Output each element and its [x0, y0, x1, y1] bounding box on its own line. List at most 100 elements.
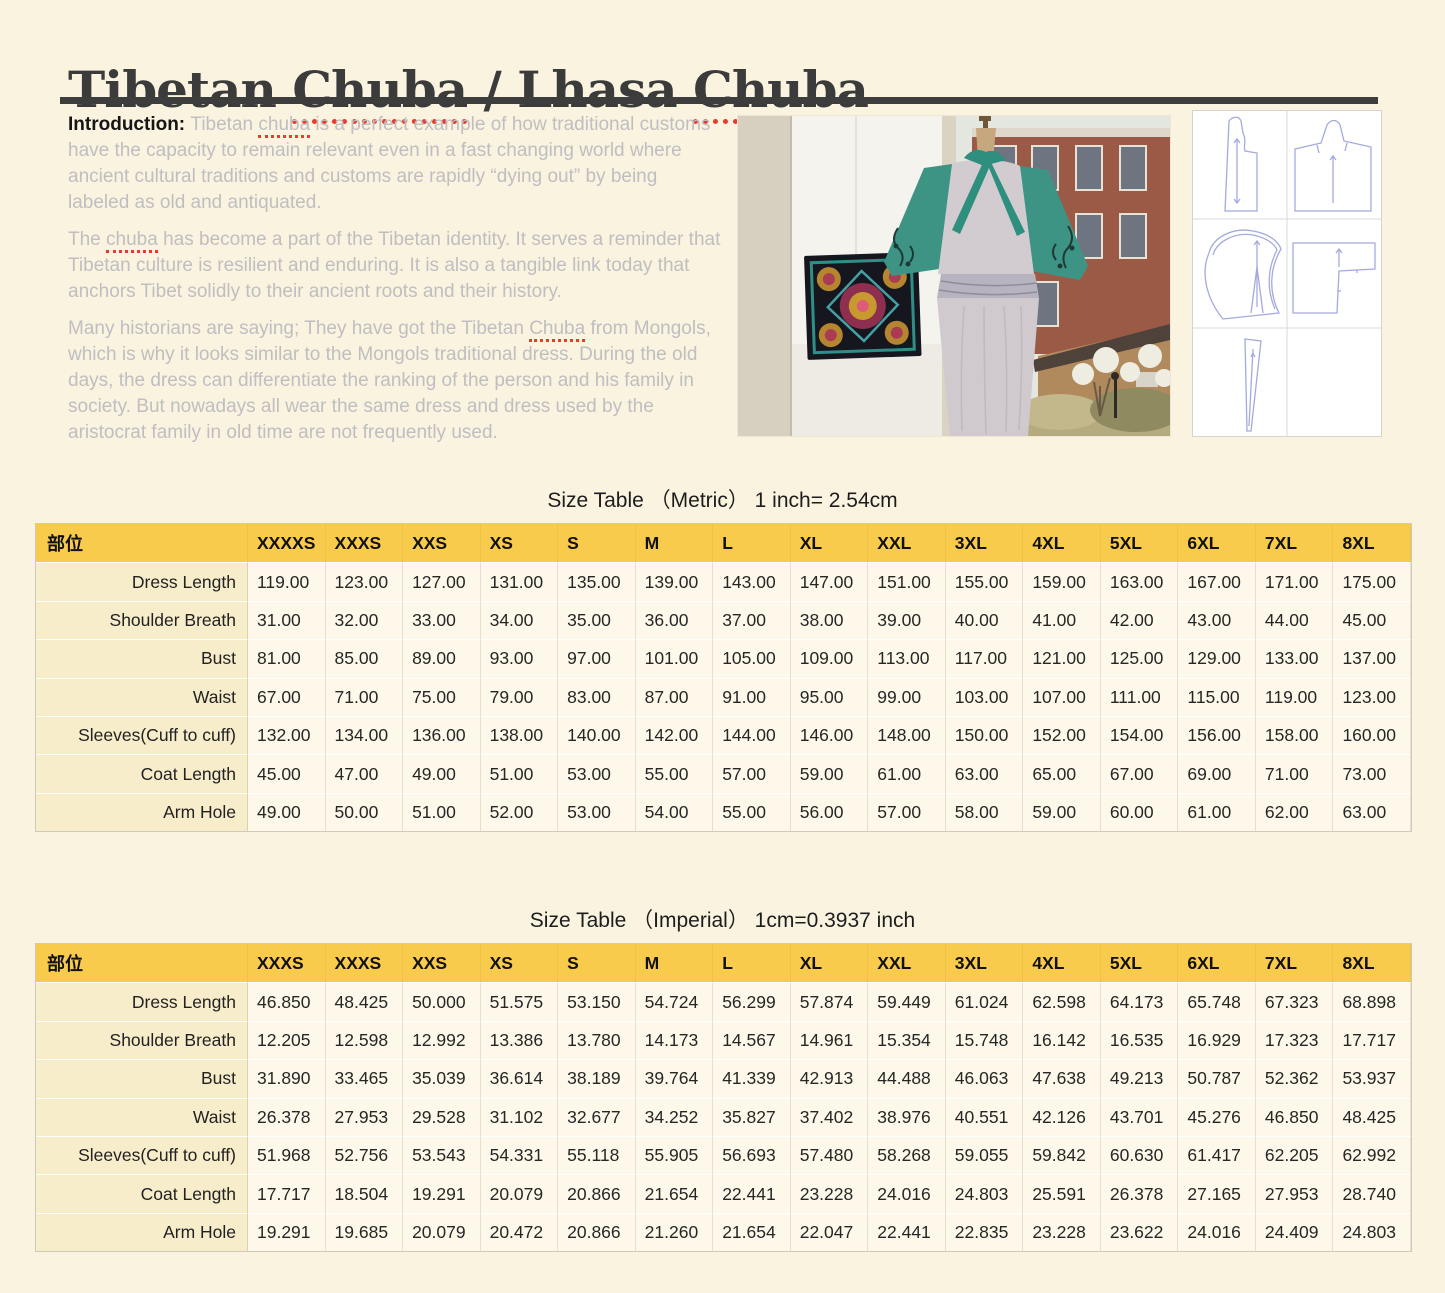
introduction-section: Introduction: Tibetan chuba is a perfect… [68, 112, 722, 457]
measurement-value: 42.126 [1023, 1097, 1101, 1136]
measurement-value: 32.677 [558, 1097, 636, 1136]
measurement-value: 53.543 [403, 1135, 481, 1175]
measurement-value: 65.748 [1178, 982, 1256, 1021]
sewing-pattern-diagram [1192, 110, 1382, 437]
measurement-value: 52.756 [325, 1135, 404, 1175]
measurement-value: 42.00 [1100, 600, 1179, 640]
measurement-value: 68.898 [1333, 982, 1411, 1021]
measurement-value: 35.039 [403, 1059, 481, 1098]
measurement-value: 53.937 [1333, 1059, 1411, 1098]
measurement-value: 59.00 [790, 754, 869, 793]
title-divider-rule [60, 97, 1378, 104]
measurement-value: 22.441 [868, 1212, 946, 1252]
spellcheck-underlined-word: chuba [106, 229, 158, 253]
measurement-value: 75.00 [403, 677, 481, 716]
measurement-value: 43.701 [1100, 1097, 1179, 1136]
measurement-value: 23.622 [1100, 1212, 1179, 1252]
measurement-value: 119.00 [248, 562, 326, 601]
column-header-size: L [713, 524, 791, 563]
column-header-size: XS [480, 524, 559, 563]
measurement-value: 49.00 [248, 792, 326, 832]
measurement-value: 99.00 [868, 677, 946, 716]
measurement-value: 117.00 [945, 639, 1024, 678]
measurement-value: 21.654 [635, 1174, 714, 1213]
embroidered-textile [804, 252, 922, 360]
measurement-value: 33.465 [325, 1059, 404, 1098]
measurement-value: 21.654 [713, 1212, 791, 1252]
measurement-value: 152.00 [1023, 715, 1101, 755]
measurement-value: 34.00 [480, 600, 559, 640]
column-header-size: M [635, 524, 714, 563]
measurement-value: 31.00 [248, 600, 326, 640]
measurement-value: 55.118 [558, 1135, 636, 1175]
measurement-value: 129.00 [1178, 639, 1256, 678]
measurement-value: 24.409 [1255, 1212, 1334, 1252]
column-header-size: XL [790, 524, 869, 563]
measurement-value: 33.00 [403, 600, 481, 640]
measurement-value: 12.992 [403, 1020, 481, 1060]
measurement-value: 46.850 [1255, 1097, 1334, 1136]
measurement-value: 22.441 [713, 1174, 791, 1213]
metric-table-title: Size Table （Metric） 1 inch= 2.54cm [547, 489, 898, 512]
measurement-value: 89.00 [403, 639, 481, 678]
measurement-value: 105.00 [713, 639, 791, 678]
measurement-value: 50.000 [403, 982, 481, 1021]
measurement-value: 35.00 [558, 600, 636, 640]
measurement-value: 97.00 [558, 639, 636, 678]
measurement-value: 79.00 [480, 677, 559, 716]
measurement-value: 39.00 [868, 600, 946, 640]
measurement-value: 131.00 [480, 562, 559, 601]
measurement-value: 158.00 [1255, 715, 1334, 755]
measurement-value: 19.685 [325, 1212, 404, 1252]
measurement-value: 146.00 [790, 715, 869, 755]
measurement-value: 155.00 [945, 562, 1024, 601]
measurement-value: 121.00 [1023, 639, 1101, 678]
row-label: Dress Length [36, 562, 248, 601]
measurement-value: 51.968 [248, 1135, 326, 1175]
measurement-value: 46.850 [248, 982, 326, 1021]
row-label: Waist [36, 677, 248, 716]
row-label: Shoulder Breath [36, 1020, 248, 1060]
measurement-value: 95.00 [790, 677, 869, 716]
imperial-size-table: 部位 XXXS XXXS XXS XS S M L XL XXL 3XL 4XL 5XL 6XL 7XL 8X… [35, 943, 1412, 1253]
measurement-value: 85.00 [325, 639, 404, 678]
measurement-value: 27.953 [325, 1097, 404, 1136]
measurement-value: 49.213 [1100, 1059, 1179, 1098]
measurement-value: 115.00 [1178, 677, 1256, 716]
measurement-value: 54.724 [635, 982, 714, 1021]
measurement-value: 42.913 [790, 1059, 869, 1098]
measurement-value: 91.00 [713, 677, 791, 716]
measurement-value: 123.00 [1333, 677, 1411, 716]
column-header-size: 7XL [1255, 944, 1334, 983]
measurement-value: 35.827 [713, 1097, 791, 1136]
measurement-value: 55.00 [713, 792, 791, 832]
measurement-value: 53.00 [558, 792, 636, 832]
measurement-value: 62.598 [1023, 982, 1101, 1021]
measurement-value: 60.00 [1100, 792, 1179, 832]
column-header-size: XL [790, 944, 869, 983]
text-segment: Tibetan [190, 114, 259, 135]
measurement-value: 38.976 [868, 1097, 946, 1136]
measurement-value: 31.890 [248, 1059, 326, 1098]
measurement-value: 17.717 [1333, 1020, 1411, 1060]
measurement-value: 119.00 [1255, 677, 1334, 716]
measurement-value: 27.953 [1255, 1174, 1334, 1213]
text-segment: Tibetan [68, 59, 293, 119]
measurement-value: 56.00 [790, 792, 869, 832]
measurement-value: 160.00 [1333, 715, 1411, 755]
measurement-value: 171.00 [1255, 562, 1334, 601]
measurement-value: 62.00 [1255, 792, 1334, 832]
chuba-photo-illustration [738, 116, 1182, 436]
measurement-value: 143.00 [713, 562, 791, 601]
column-header-size: 4XL [1023, 524, 1101, 563]
intro-paragraph: The chuba has become a part of the Tibet… [68, 227, 722, 305]
measurement-value: 38.00 [790, 600, 869, 640]
column-header-size: XXXS [325, 944, 404, 983]
measurement-value: 62.992 [1333, 1135, 1411, 1175]
intro-paragraph: Many historians are saying; They have go… [68, 316, 722, 446]
column-header-size: M [635, 944, 714, 983]
column-header-size: XXXXS [248, 524, 326, 563]
column-header-size: S [558, 524, 636, 563]
measurement-value: 16.535 [1100, 1020, 1179, 1060]
measurement-value: 53.150 [558, 982, 636, 1021]
